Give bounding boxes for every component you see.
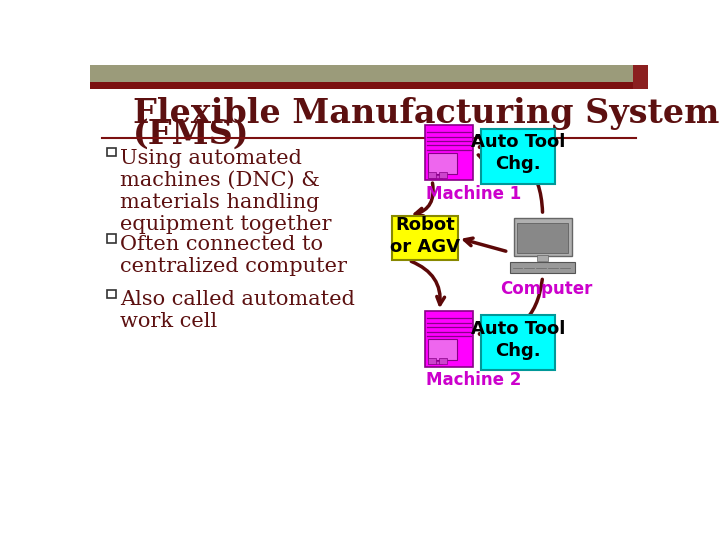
Text: Computer: Computer: [500, 280, 593, 299]
Text: Robot
or AGV: Robot or AGV: [390, 215, 460, 256]
Text: Flexible Manufacturing Systems: Flexible Manufacturing Systems: [132, 97, 720, 130]
Bar: [90, 65, 648, 82]
Bar: [392, 215, 458, 260]
Bar: [482, 129, 555, 184]
Text: Also called automated
work cell: Also called automated work cell: [120, 291, 355, 332]
Bar: [428, 172, 436, 178]
Bar: [428, 153, 456, 174]
Bar: [632, 65, 648, 90]
Bar: [438, 172, 447, 178]
Text: Often connected to
centralized computer: Often connected to centralized computer: [120, 235, 347, 276]
Bar: [537, 255, 548, 261]
Bar: [425, 311, 473, 367]
Bar: [428, 358, 436, 365]
Bar: [428, 339, 456, 360]
Bar: [517, 222, 569, 253]
Bar: [107, 289, 116, 298]
Bar: [428, 175, 442, 178]
Text: (FMS): (FMS): [132, 118, 249, 151]
Bar: [428, 361, 442, 365]
Text: Machine 2: Machine 2: [426, 372, 522, 389]
Bar: [107, 234, 116, 242]
Bar: [510, 262, 575, 273]
Bar: [90, 82, 632, 90]
Text: Using automated
machines (DNC) &
materials handling
equipment together: Using automated machines (DNC) & materia…: [120, 148, 332, 234]
Bar: [107, 148, 116, 157]
Text: Auto Tool
Chg.: Auto Tool Chg.: [471, 133, 565, 173]
Bar: [482, 315, 555, 370]
Text: Machine 1: Machine 1: [426, 185, 521, 203]
Text: Auto Tool
Chg.: Auto Tool Chg.: [471, 320, 565, 360]
Bar: [513, 218, 572, 256]
Bar: [425, 125, 473, 180]
Bar: [438, 358, 447, 365]
